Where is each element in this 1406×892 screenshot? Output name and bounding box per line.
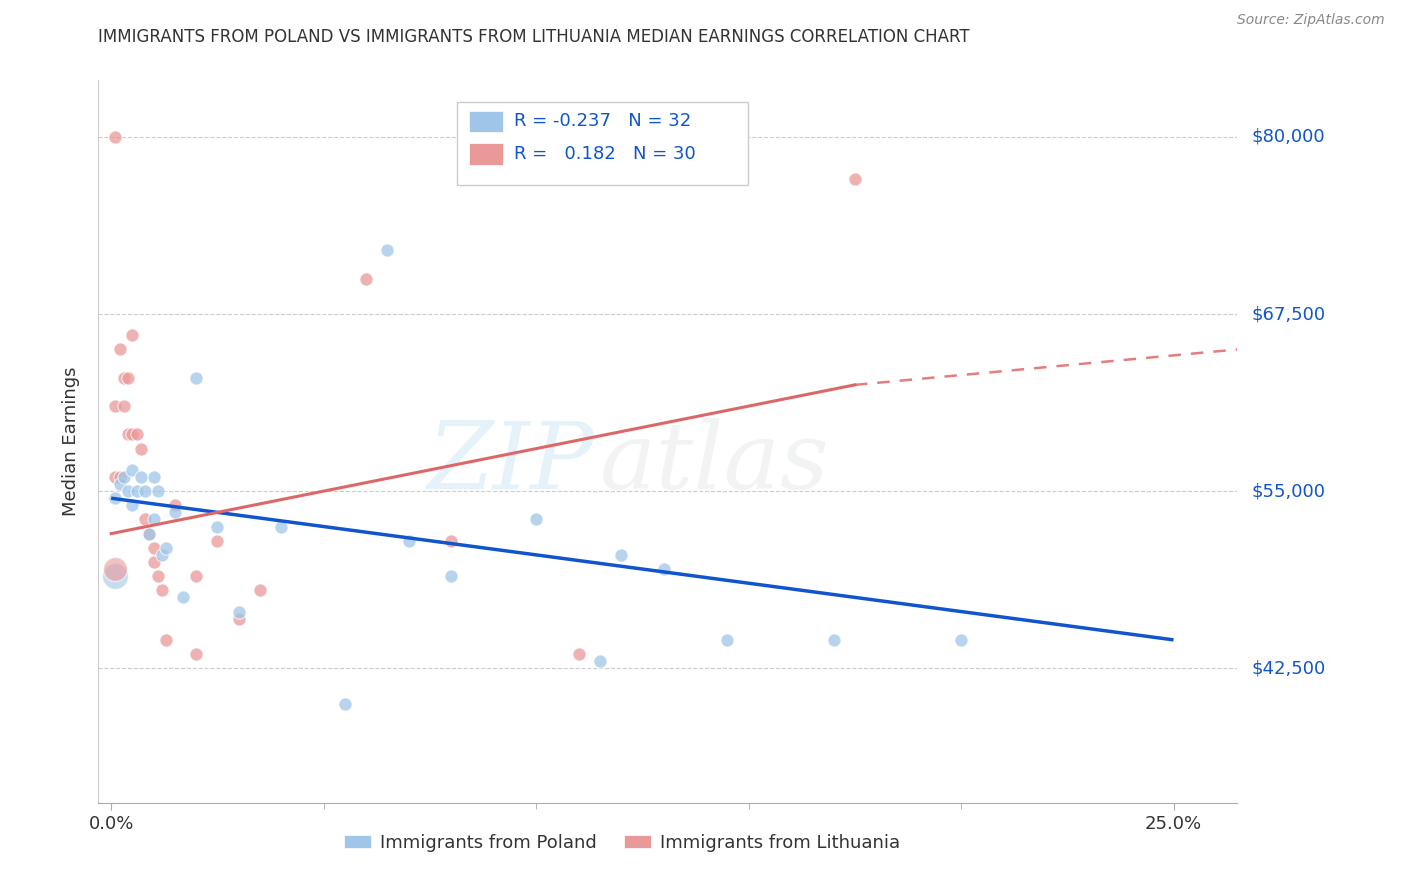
Point [112,399,135,413]
Point [524,512,547,526]
Point [121,427,143,442]
Point [134,512,156,526]
Point [589,654,612,668]
Point [716,632,738,647]
Point [950,632,973,647]
Point [121,463,143,477]
Point [249,583,271,598]
Text: R =   0.182   N = 30: R = 0.182 N = 30 [515,145,696,163]
Point [121,328,143,343]
Point [104,569,127,583]
Point [270,519,292,533]
Point [129,442,152,456]
Text: ZIP: ZIP [427,418,593,508]
Point [104,562,127,576]
Text: atlas: atlas [599,418,830,508]
Legend: Immigrants from Poland, Immigrants from Lithuania: Immigrants from Poland, Immigrants from … [337,826,908,859]
Point [186,647,208,661]
Text: Source: ZipAtlas.com: Source: ZipAtlas.com [1237,13,1385,28]
Text: $55,000: $55,000 [1251,482,1326,500]
Point [354,271,377,285]
Point [104,491,127,506]
Point [142,541,165,555]
Point [108,343,131,357]
Point [186,371,208,385]
Point [568,647,591,661]
Point [108,477,131,491]
Point [610,548,633,562]
Point [108,470,131,484]
Point [142,512,165,526]
Point [117,371,139,385]
Point [117,427,139,442]
FancyBboxPatch shape [457,102,748,185]
Point [163,505,186,519]
Point [652,562,675,576]
FancyBboxPatch shape [468,111,503,132]
Point [398,533,420,548]
Point [104,130,127,145]
Point [146,484,169,499]
Text: R = -0.237   N = 32: R = -0.237 N = 32 [515,112,692,130]
Text: IMMIGRANTS FROM POLAND VS IMMIGRANTS FROM LITHUANIA MEDIAN EARNINGS CORRELATION : IMMIGRANTS FROM POLAND VS IMMIGRANTS FRO… [98,28,970,45]
Point [155,541,177,555]
Point [228,612,250,626]
Point [333,697,356,711]
Point [142,470,165,484]
Point [186,569,208,583]
Point [207,533,229,548]
Point [172,591,194,605]
Point [129,470,152,484]
Point [207,519,229,533]
Point [155,632,177,647]
Point [440,569,463,583]
Point [104,399,127,413]
Point [146,569,169,583]
Point [150,583,173,598]
Point [377,244,399,258]
Point [121,498,143,512]
Point [112,371,135,385]
Point [844,172,866,186]
Point [823,632,845,647]
Point [104,470,127,484]
Point [142,555,165,569]
Point [134,484,156,499]
Point [163,498,186,512]
Text: $80,000: $80,000 [1251,128,1324,146]
Y-axis label: Median Earnings: Median Earnings [62,367,80,516]
Text: $42,500: $42,500 [1251,659,1326,677]
Text: $67,500: $67,500 [1251,305,1326,323]
Point [228,605,250,619]
Point [125,427,148,442]
Point [117,484,139,499]
Point [138,526,160,541]
Point [150,548,173,562]
Point [125,484,148,499]
Point [138,526,160,541]
Point [112,470,135,484]
FancyBboxPatch shape [468,143,503,165]
Point [440,533,463,548]
